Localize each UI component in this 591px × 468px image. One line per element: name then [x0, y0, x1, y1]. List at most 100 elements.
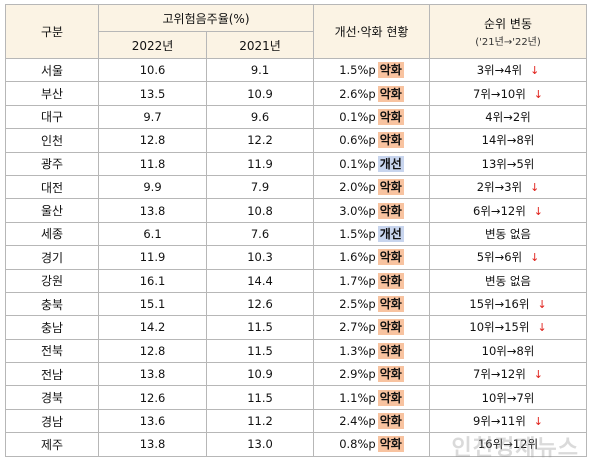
table-row: 강원 16.1 14.4 1.7%p 악화 변동 없음	[5, 268, 588, 293]
cell-rate-2021: 9.6	[205, 104, 315, 130]
cell-rank: 7위→10위 ↓	[429, 81, 588, 106]
cell-rank: 14위→8위	[429, 128, 588, 153]
cell-rank: 5위→6위 ↓	[429, 245, 588, 270]
table-row: 경북 12.6 11.5 1.1%p 악화 10위→7위	[5, 385, 588, 410]
cell-rate-2021: 10.9	[205, 81, 315, 106]
status-badge: 악화	[377, 179, 404, 196]
header-rate-group: 고위험음주율(%)	[97, 4, 315, 32]
status-diff: 2.5%p	[339, 297, 376, 312]
status-badge: 악화	[377, 85, 404, 102]
cell-rank: 7위→12위 ↓	[429, 362, 588, 387]
header-region: 구분	[5, 4, 99, 59]
table-header: 구분 고위험음주율(%) 개선·악화 현황 순위 변동 ('21년→'22년) …	[5, 4, 588, 59]
cell-region: 충남	[5, 315, 99, 340]
rank-change: 6위→12위	[473, 203, 526, 218]
cell-rate-2021: 11.2	[205, 408, 315, 434]
table-row: 제주 13.8 13.0 0.8%p 악화 16위→12위	[5, 432, 588, 457]
rank-change: 2위→3위	[476, 180, 523, 195]
cell-rate-2021: 10.3	[205, 245, 315, 270]
cell-status: 2.9%p 악화	[313, 362, 431, 387]
table-body: 서울 10.6 9.1 1.5%p 악화 3위→4위 ↓ 부산 13.5 10.9 2.6%p 악화 7…	[5, 57, 588, 457]
cell-rank: 15위→16위 ↓	[429, 291, 588, 317]
status-diff: 1.5%p	[339, 63, 376, 78]
cell-rank: 9위→11위 ↓	[429, 408, 588, 434]
cell-status: 1.6%p 악화	[313, 245, 431, 270]
cell-region: 대구	[5, 104, 99, 130]
down-arrow-icon: ↓	[537, 321, 547, 335]
table-row: 대구 9.7 9.6 0.1%p 악화 4위→2위	[5, 104, 588, 130]
cell-status: 2.7%p 악화	[313, 315, 431, 340]
cell-region: 서울	[5, 57, 99, 83]
cell-region: 전남	[5, 362, 99, 387]
status-badge: 악화	[377, 272, 404, 289]
header-rank: 순위 변동 ('21년→'22년)	[429, 4, 588, 59]
cell-rate-2021: 13.0	[205, 432, 315, 457]
cell-status: 0.1%p 악화	[313, 104, 431, 130]
cell-rate-2022: 12.8	[98, 338, 207, 364]
rank-change: 7위→12위	[473, 367, 526, 382]
cell-status: 1.5%p 개선	[313, 221, 431, 247]
status-badge: 개선	[377, 155, 404, 172]
status-badge: 악화	[377, 132, 404, 149]
drinking-rate-table: 구분 고위험음주율(%) 개선·악화 현황 순위 변동 ('21년→'22년) …	[5, 4, 588, 457]
table-row: 전북 12.8 11.5 1.3%p 악화 10위→8위	[5, 338, 588, 364]
cell-rate-2022: 12.6	[98, 385, 207, 410]
table-row: 서울 10.6 9.1 1.5%p 악화 3위→4위 ↓	[5, 57, 588, 83]
down-arrow-icon: ↓	[530, 251, 540, 265]
cell-rate-2021: 11.5	[205, 338, 315, 364]
status-diff: 0.6%p	[339, 133, 376, 148]
rank-change: 14위→8위	[481, 133, 535, 148]
down-arrow-icon: ↓	[530, 181, 540, 195]
status-badge: 악화	[377, 366, 404, 383]
cell-region: 인천	[5, 128, 99, 153]
cell-region: 대전	[5, 174, 99, 200]
cell-rank: 변동 없음	[429, 268, 588, 293]
down-arrow-icon: ↓	[533, 87, 543, 101]
rank-change: 10위→8위	[481, 343, 535, 358]
cell-region: 경북	[5, 385, 99, 410]
cell-rate-2022: 11.8	[98, 151, 207, 176]
down-arrow-icon: ↓	[533, 204, 543, 218]
table-row: 전남 13.8 10.9 2.9%p 악화 7위→12위 ↓	[5, 362, 588, 387]
cell-rank: 4위→2위	[429, 104, 588, 130]
header-status: 개선·악화 현황	[313, 4, 431, 59]
cell-rank: 6위→12위 ↓	[429, 198, 588, 223]
cell-region: 제주	[5, 432, 99, 457]
status-badge: 악화	[377, 413, 404, 430]
cell-region: 전북	[5, 338, 99, 364]
rank-change: 15위→16위	[469, 297, 530, 312]
down-arrow-icon: ↓	[533, 368, 543, 382]
cell-region: 경기	[5, 245, 99, 270]
table-row: 광주 11.8 11.9 0.1%p 개선 13위→5위	[5, 151, 588, 176]
header-year-2022: 2022년	[98, 31, 207, 59]
cell-rate-2022: 13.5	[98, 81, 207, 106]
status-badge: 악화	[377, 436, 404, 453]
cell-status: 0.1%p 개선	[313, 151, 431, 176]
cell-rank: 변동 없음	[429, 221, 588, 247]
cell-status: 2.5%p 악화	[313, 291, 431, 317]
status-badge: 악화	[377, 319, 404, 336]
header-year-2021: 2021년	[205, 31, 315, 59]
cell-rank: 10위→8위	[429, 338, 588, 364]
rank-change: 9위→11위	[473, 414, 526, 429]
cell-rate-2022: 13.8	[98, 198, 207, 223]
rank-change: 10위→7위	[481, 390, 535, 405]
cell-status: 1.5%p 악화	[313, 57, 431, 83]
cell-rate-2021: 10.9	[205, 362, 315, 387]
cell-rate-2021: 11.9	[205, 151, 315, 176]
status-diff: 1.1%p	[339, 390, 376, 405]
status-diff: 1.6%p	[339, 250, 376, 265]
cell-rate-2021: 7.9	[205, 174, 315, 200]
down-arrow-icon: ↓	[537, 298, 547, 312]
cell-status: 0.8%p 악화	[313, 432, 431, 457]
rank-change: 7위→10위	[473, 86, 526, 101]
status-diff: 2.7%p	[339, 320, 376, 335]
cell-rate-2021: 11.5	[205, 315, 315, 340]
rank-change: 13위→5위	[481, 156, 535, 171]
rank-change: 5위→6위	[476, 250, 523, 265]
table-row: 경남 13.6 11.2 2.4%p 악화 9위→11위 ↓	[5, 408, 588, 434]
status-diff: 0.1%p	[339, 109, 376, 124]
status-badge: 악화	[377, 389, 404, 406]
status-diff: 2.6%p	[339, 86, 376, 101]
